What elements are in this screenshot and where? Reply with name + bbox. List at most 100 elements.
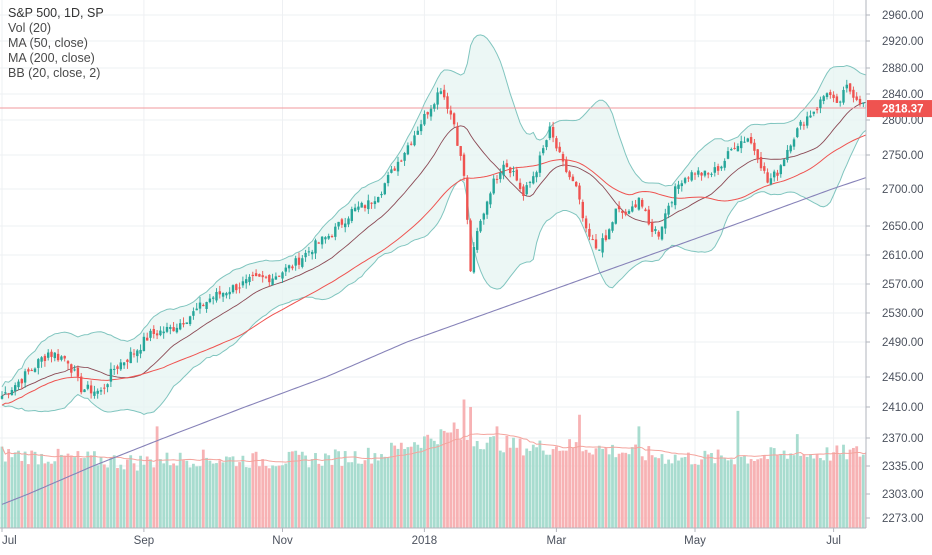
- y-tick-label: 2370.00: [882, 433, 924, 445]
- volume-bar: [53, 461, 57, 528]
- volume-bar: [753, 461, 756, 528]
- volume-bar: [300, 451, 304, 528]
- volume-bar: [83, 458, 86, 528]
- candle: [611, 221, 614, 233]
- volume-bar: [155, 426, 159, 528]
- volume-bar: [380, 454, 383, 528]
- candle: [449, 105, 452, 120]
- volume-bar: [188, 467, 192, 528]
- candle: [598, 249, 601, 251]
- candle: [773, 169, 776, 182]
- candle: [419, 119, 423, 135]
- volume-bar: [739, 456, 743, 528]
- candle: [459, 145, 462, 161]
- volume-bar: [36, 464, 40, 528]
- volume-bar: [304, 455, 307, 528]
- candle: [416, 126, 419, 135]
- volume-bar: [828, 460, 832, 528]
- volume-bar: [819, 458, 822, 528]
- candle: [281, 271, 284, 284]
- x-tick-label: Mar: [546, 535, 566, 547]
- volume-bar: [409, 446, 413, 528]
- candle: [815, 106, 819, 114]
- candle: [367, 194, 370, 214]
- volume-bar: [20, 460, 24, 528]
- symbol-title: S&P 500, 1D, SP: [8, 6, 104, 20]
- volume-bar: [733, 464, 736, 528]
- volume-bar: [551, 449, 555, 528]
- candle: [132, 348, 136, 358]
- volume-bar: [756, 459, 760, 528]
- candle: [832, 91, 835, 103]
- bollinger-fill: [2, 34, 867, 415]
- candle: [723, 158, 726, 171]
- candle: [383, 182, 386, 196]
- volume-bar: [541, 450, 545, 528]
- ma200-line: [1, 176, 867, 505]
- volume-bar: [852, 447, 855, 528]
- candle: [212, 295, 215, 305]
- time-axis[interactable]: [0, 528, 932, 550]
- volume-bar: [73, 457, 76, 528]
- volume-bar: [799, 455, 802, 528]
- volume-bar: [726, 460, 730, 528]
- volume-bar: [215, 463, 218, 528]
- volume-bar: [690, 464, 694, 528]
- candle: [126, 358, 129, 369]
- volume-bar: [531, 444, 535, 528]
- volume-bar: [363, 460, 367, 528]
- volume-bar: [182, 460, 185, 528]
- volume-bar: [403, 448, 406, 528]
- legend-indicator: BB (20, close, 2): [8, 66, 101, 80]
- candle: [505, 159, 509, 168]
- candle: [56, 349, 60, 362]
- volume-bar: [670, 463, 674, 528]
- candle: [248, 274, 251, 286]
- volume-bar: [802, 454, 806, 528]
- volume-bar: [617, 453, 621, 528]
- candle: [291, 264, 294, 271]
- volume-bar: [297, 454, 301, 528]
- volume-bar: [601, 448, 604, 528]
- candle: [716, 163, 720, 175]
- price-axis[interactable]: [866, 0, 932, 550]
- volume-bar: [696, 464, 700, 528]
- candle: [683, 176, 687, 185]
- volume-bar: [168, 465, 172, 528]
- candle: [155, 330, 159, 340]
- volume-bar: [353, 451, 357, 528]
- candle: [37, 358, 40, 375]
- volume-bar: [208, 460, 212, 528]
- volume-bar: [360, 463, 364, 528]
- volume-bar: [27, 464, 30, 528]
- y-tick-label: 2450.00: [882, 372, 924, 384]
- candle: [353, 203, 357, 212]
- candle: [192, 307, 195, 320]
- volume-bar: [555, 446, 558, 528]
- volume-bar: [10, 457, 14, 528]
- volume-bar: [317, 463, 321, 528]
- candle: [756, 148, 759, 164]
- volume-bar: [192, 463, 195, 528]
- volume-bar: [462, 399, 466, 528]
- candle: [657, 230, 660, 240]
- y-tick-label: 2303.00: [882, 489, 924, 501]
- volume-bar: [498, 450, 502, 528]
- volume-bar: [545, 454, 548, 528]
- candle: [436, 87, 439, 110]
- y-tick-label: 2700.00: [882, 184, 924, 196]
- candle: [710, 172, 713, 178]
- candle: [218, 285, 221, 299]
- volume-bar: [805, 456, 809, 528]
- volume-bar: [442, 430, 446, 528]
- candle: [664, 208, 667, 234]
- volume-bar: [211, 463, 215, 528]
- volume-bar: [789, 453, 793, 528]
- volume-bar: [548, 454, 552, 528]
- candle: [14, 382, 17, 396]
- candle: [565, 156, 568, 174]
- candle: [545, 139, 548, 151]
- volume-bar: [126, 459, 129, 528]
